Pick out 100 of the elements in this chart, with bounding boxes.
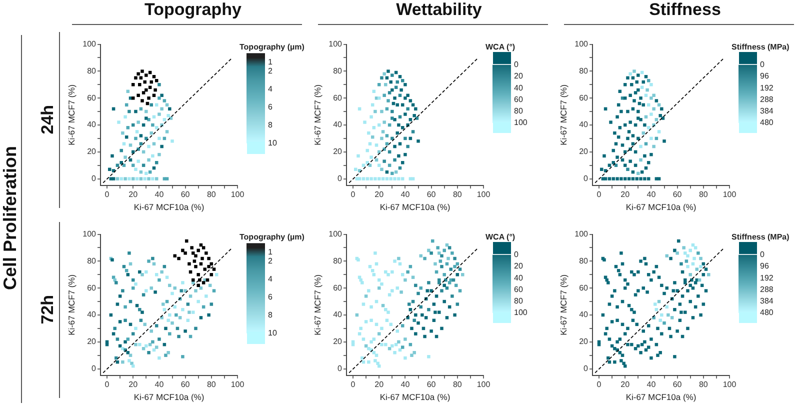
color-bar-label: 60 xyxy=(514,284,524,294)
x-tick-label: 40 xyxy=(400,190,410,200)
text: Cell Proliferation xyxy=(0,146,20,291)
x-axis-title: Ki-67 MCF10a (%) xyxy=(134,392,204,402)
y-tick-label: 100 xyxy=(574,230,589,239)
color-bar-label: 80 xyxy=(514,106,524,116)
y-tick-label: 100 xyxy=(328,40,343,49)
x-tick-label: 60 xyxy=(180,380,190,390)
y-tick-label: 40 xyxy=(579,310,589,320)
x-tick-label: 0 xyxy=(596,380,602,390)
y-tick-label: 60 xyxy=(579,93,589,102)
y-tick-label: 100 xyxy=(82,230,97,239)
y-tick-label: 20 xyxy=(87,147,97,156)
y-tick-label: 80 xyxy=(333,256,343,266)
x-tick-label: 40 xyxy=(154,190,164,200)
chart-title: Stiffness xyxy=(649,0,721,20)
color-bar-label: 1 xyxy=(268,248,273,257)
color-bar-label: 40 xyxy=(514,83,524,92)
x-axis-title: Ki-67 MCF10a (%) xyxy=(134,202,204,212)
y-tick-label: 40 xyxy=(333,120,343,130)
color-bar-title: WCA (°) xyxy=(486,232,516,242)
color-bar-label: 100 xyxy=(514,118,528,128)
y-tick-label: 80 xyxy=(579,256,589,266)
color-bar-label: 6 xyxy=(268,292,273,302)
x-tick-label: 20 xyxy=(128,380,138,390)
x-axis-title: Ki-67 MCF10a (%) xyxy=(380,202,450,212)
color-bar-label: 96 xyxy=(760,262,770,271)
x-tick-label: 20 xyxy=(374,190,384,200)
x-tick-label: 40 xyxy=(154,380,164,390)
y-axis-title: Ki-67 MCF7 (%) xyxy=(312,84,322,146)
color-bar-label: 10 xyxy=(268,328,278,338)
x-tick-label: 40 xyxy=(400,380,410,390)
y-tick-label: 100 xyxy=(82,40,97,49)
color-bar-label: 384 xyxy=(760,296,774,306)
x-tick-label: 60 xyxy=(180,190,190,200)
x-tick-label: 60 xyxy=(672,190,682,200)
color-bar-label: 2 xyxy=(268,256,273,266)
y-tick-label: 60 xyxy=(333,283,343,292)
color-bar-label: 0 xyxy=(514,250,519,260)
color-bar-label: 1 xyxy=(268,58,273,67)
x-tick-label: 0 xyxy=(350,380,356,390)
y-tick-label: 0 xyxy=(92,364,97,373)
color-bar-label: 0 xyxy=(514,60,519,70)
x-tick-label: 0 xyxy=(350,190,356,200)
y-axis-title: Ki-67 MCF7 (%) xyxy=(312,274,322,336)
color-bar-label: 480 xyxy=(760,308,774,318)
x-tick-label: 60 xyxy=(672,380,682,390)
x-tick-label: 40 xyxy=(646,190,656,200)
chart-title: Topography xyxy=(144,0,242,20)
color-bar-label: 2 xyxy=(268,66,273,76)
x-tick-label: 0 xyxy=(104,190,110,200)
color-bar-label: 480 xyxy=(760,118,774,128)
color-bar-label: 100 xyxy=(514,308,528,318)
x-tick-label: 80 xyxy=(452,190,462,200)
x-tick-label: 60 xyxy=(426,380,436,390)
color-bar-label: 0 xyxy=(760,60,765,70)
color-bar-label: 10 xyxy=(268,138,278,148)
x-tick-label: 20 xyxy=(620,190,630,200)
color-bar-label: 288 xyxy=(760,284,774,294)
y-tick-label: 20 xyxy=(87,337,97,346)
x-axis-title: Ki-67 MCF10a (%) xyxy=(380,392,450,402)
color-bar-title: Stiffness (MPa) xyxy=(732,42,790,52)
y-tick-label: 40 xyxy=(579,120,589,130)
color-bar-title: Topography (µm) xyxy=(240,42,305,52)
color-bar-label: 60 xyxy=(514,94,524,104)
y-tick-label: 40 xyxy=(87,120,97,130)
y-tick-label: 0 xyxy=(338,174,343,183)
text: 24h xyxy=(38,105,58,135)
x-tick-label: 100 xyxy=(230,190,245,200)
x-tick-label: 20 xyxy=(128,190,138,200)
color-bar-label: 20 xyxy=(514,262,524,271)
x-tick-label: 80 xyxy=(206,190,216,200)
color-bar-label: 8 xyxy=(268,310,273,320)
x-tick-label: 80 xyxy=(206,380,216,390)
color-bar-label: 96 xyxy=(760,72,770,81)
color-bar-label: 8 xyxy=(268,120,273,130)
y-tick-label: 60 xyxy=(579,283,589,292)
y-axis-title: Ki-67 MCF7 (%) xyxy=(66,84,76,146)
color-bar-label: 80 xyxy=(514,296,524,306)
color-bar-label: 192 xyxy=(760,273,774,282)
y-tick-label: 0 xyxy=(584,174,589,183)
y-tick-label: 60 xyxy=(333,93,343,102)
color-bar-label: 40 xyxy=(514,273,524,282)
x-tick-label: 100 xyxy=(722,380,737,390)
y-tick-label: 20 xyxy=(579,337,589,346)
x-tick-label: 20 xyxy=(620,380,630,390)
y-tick-label: 0 xyxy=(92,174,97,183)
x-tick-label: 80 xyxy=(698,190,708,200)
color-bar-label: 0 xyxy=(760,250,765,260)
y-tick-label: 40 xyxy=(333,310,343,320)
y-tick-label: 60 xyxy=(87,93,97,102)
x-tick-label: 60 xyxy=(426,190,436,200)
y-tick-label: 0 xyxy=(338,364,343,373)
color-bar-label: 288 xyxy=(760,94,774,104)
x-tick-label: 20 xyxy=(374,380,384,390)
y-tick-label: 80 xyxy=(87,256,97,266)
y-tick-label: 100 xyxy=(328,230,343,239)
x-tick-label: 100 xyxy=(476,190,491,200)
x-tick-label: 100 xyxy=(230,380,245,390)
x-tick-label: 0 xyxy=(596,190,602,200)
